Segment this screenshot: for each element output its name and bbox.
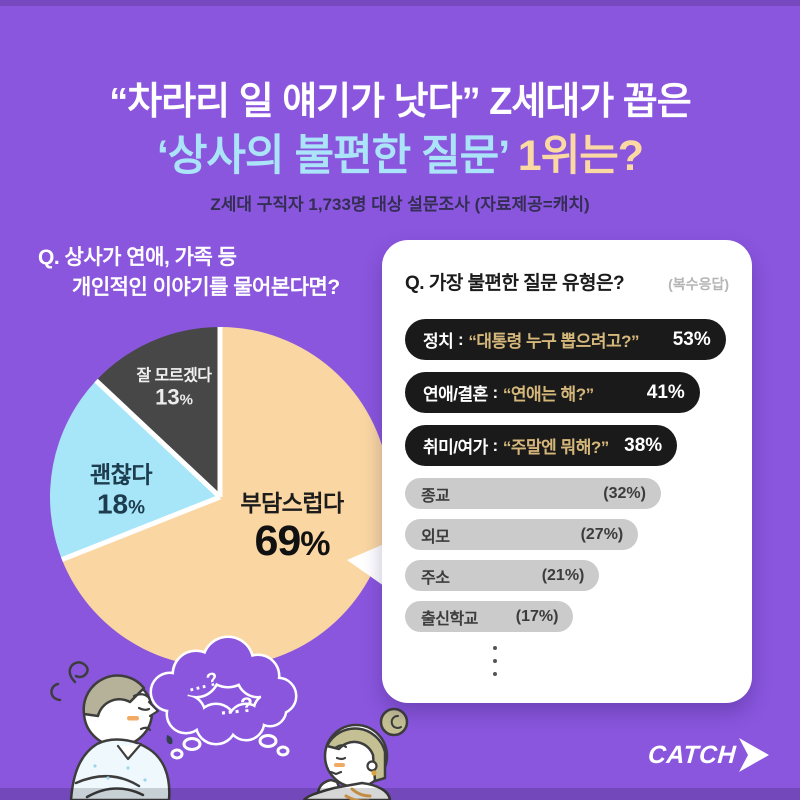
multiple-answer-note: (복수응답): [668, 276, 729, 292]
sweat-drop-icon: [166, 735, 173, 745]
bar-list: 정치 : “대통령 누구 뽑으려고?” 53% 연애/결혼 : “연애는 해?”…: [405, 319, 729, 676]
question-line2: 개인적인 이야기를 물어본다면?: [72, 276, 340, 299]
bottom-edge-shade: [0, 788, 800, 800]
catch-logo: CATCH: [647, 735, 771, 775]
top-edge-shade: [0, 0, 800, 6]
survey-subtitle: Z세대 구직자 1,733명 대상 설문조사 (자료제공=캐치): [210, 195, 590, 214]
catch-logo-text: CATCH: [647, 740, 738, 769]
bar-row-hobby-leisure: 취미/여가 : “주말엔 뭐해?” 38%: [405, 425, 678, 466]
pie-question: Q. 상사가 연애, 가족 등 개인적인 이야기를 물어본다면?: [38, 243, 340, 303]
bar-row-alma-mater: 출신학교 (17%): [405, 601, 574, 632]
bubble-text-1: ...?: [185, 668, 222, 697]
pie-label-budamseureopda: 부담스럽다 69%: [240, 490, 344, 565]
bar-row-appearance: 외모 (27%): [405, 519, 639, 550]
title-rank-question: 1위는?: [508, 132, 644, 180]
arrow-right-icon: [739, 738, 770, 772]
main-title-line1: “차라리 일 얘기가 낫다” Z세대가 꼽은: [109, 81, 691, 123]
bar-chart-card: Q. 가장 불편한 질문 유형은? (복수응답) 정치 : “대통령 누구 뽑으…: [382, 240, 752, 703]
question-prefix: Q.: [38, 246, 65, 269]
sweat-drop-icon: [175, 750, 181, 759]
pie-label-jalmoreugetda: 잘 모르겠다 13%: [136, 367, 212, 410]
bar-row-politics: 정치 : “대통령 누구 뽑으려고?” 53%: [405, 319, 726, 360]
main-title-line2: ‘상사의 불편한 질문’ 1위는?: [0, 121, 800, 183]
man-character: [50, 661, 181, 800]
pie-slice-separators: [61, 327, 223, 562]
vertical-ellipsis-icon: [493, 646, 729, 676]
title-highlight: ‘상사의 불편한 질문’: [156, 132, 509, 180]
woman-character: [302, 707, 409, 800]
bar-row-dating-marriage: 연애/결혼 : “연애는 해?” 41%: [405, 372, 700, 413]
bar-row-address: 주소 (21%): [405, 560, 600, 591]
bar-row-religion: 종교 (32%): [405, 478, 661, 509]
bubble-text-2: ...?: [218, 693, 256, 720]
frustration-squiggle-icon: [68, 661, 89, 684]
card-question: Q. 가장 불편한 질문 유형은?: [405, 273, 625, 294]
pie-label-gwaenchanta: 괜찮다 18%: [90, 461, 152, 520]
question-line1: 상사가 연애, 가족 등: [64, 246, 237, 269]
